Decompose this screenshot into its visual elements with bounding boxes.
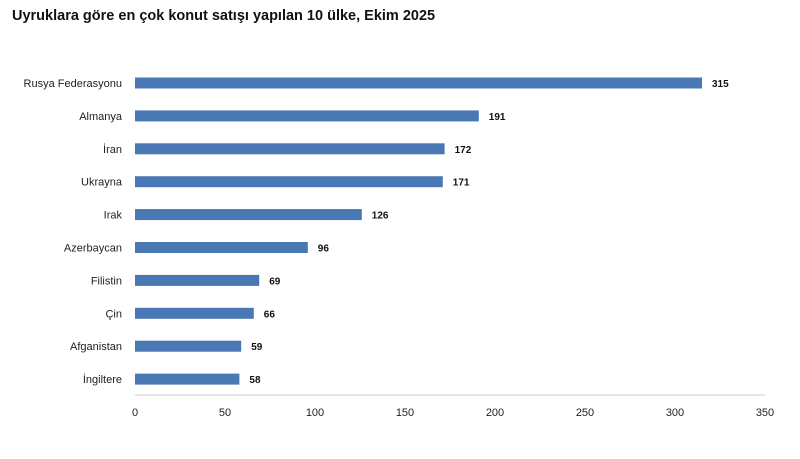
value-label: 96 (318, 244, 330, 255)
category-labels: Rusya Federasyonu Almanya İran Ukrayna Irak A… (24, 78, 123, 386)
x-tick-label: 100 (306, 407, 324, 419)
value-label: 315 (712, 79, 729, 90)
chart-title: Uyruklara göre en çok konut satışı yapıl… (12, 8, 436, 24)
value-label: 126 (372, 211, 389, 222)
value-label: 66 (264, 309, 276, 320)
bar (135, 110, 479, 122)
category-label: Almanya (79, 111, 123, 123)
value-label: 171 (453, 178, 470, 189)
value-label: 58 (249, 375, 261, 386)
value-label: 69 (269, 276, 281, 287)
x-tick-labels: 0 50 100 150 200 250 300 350 (132, 407, 774, 419)
bar (135, 373, 240, 385)
bar (135, 77, 702, 89)
bar (135, 242, 308, 253)
x-tick-label: 150 (396, 407, 414, 419)
category-label: İngiltere (83, 373, 122, 386)
bar (135, 143, 445, 155)
category-label: Filistin (91, 275, 122, 287)
category-label: İran (103, 143, 122, 156)
x-tick-label: 50 (219, 407, 231, 419)
bar (135, 307, 254, 319)
category-label: Ukrayna (81, 177, 123, 189)
x-tick-label: 350 (756, 407, 774, 419)
x-tick-label: 250 (576, 407, 594, 419)
value-label: 172 (455, 145, 472, 156)
x-tick-label: 200 (486, 407, 504, 419)
category-label: Çin (105, 308, 122, 320)
x-tick-label: 0 (132, 407, 138, 419)
bar (135, 340, 242, 352)
bar (135, 274, 260, 286)
bar (135, 176, 443, 188)
category-label: Rusya Federasyonu (24, 78, 122, 90)
category-label: Irak (104, 210, 123, 222)
value-label: 191 (489, 112, 506, 123)
value-label: 59 (251, 342, 263, 353)
category-label: Afganistan (70, 341, 122, 353)
bar (135, 209, 362, 221)
bars (135, 77, 702, 385)
category-label: Azerbaycan (64, 243, 122, 255)
value-labels: 315 191 172 171 126 96 69 66 59 58 (249, 79, 729, 386)
x-tick-label: 300 (666, 407, 684, 419)
